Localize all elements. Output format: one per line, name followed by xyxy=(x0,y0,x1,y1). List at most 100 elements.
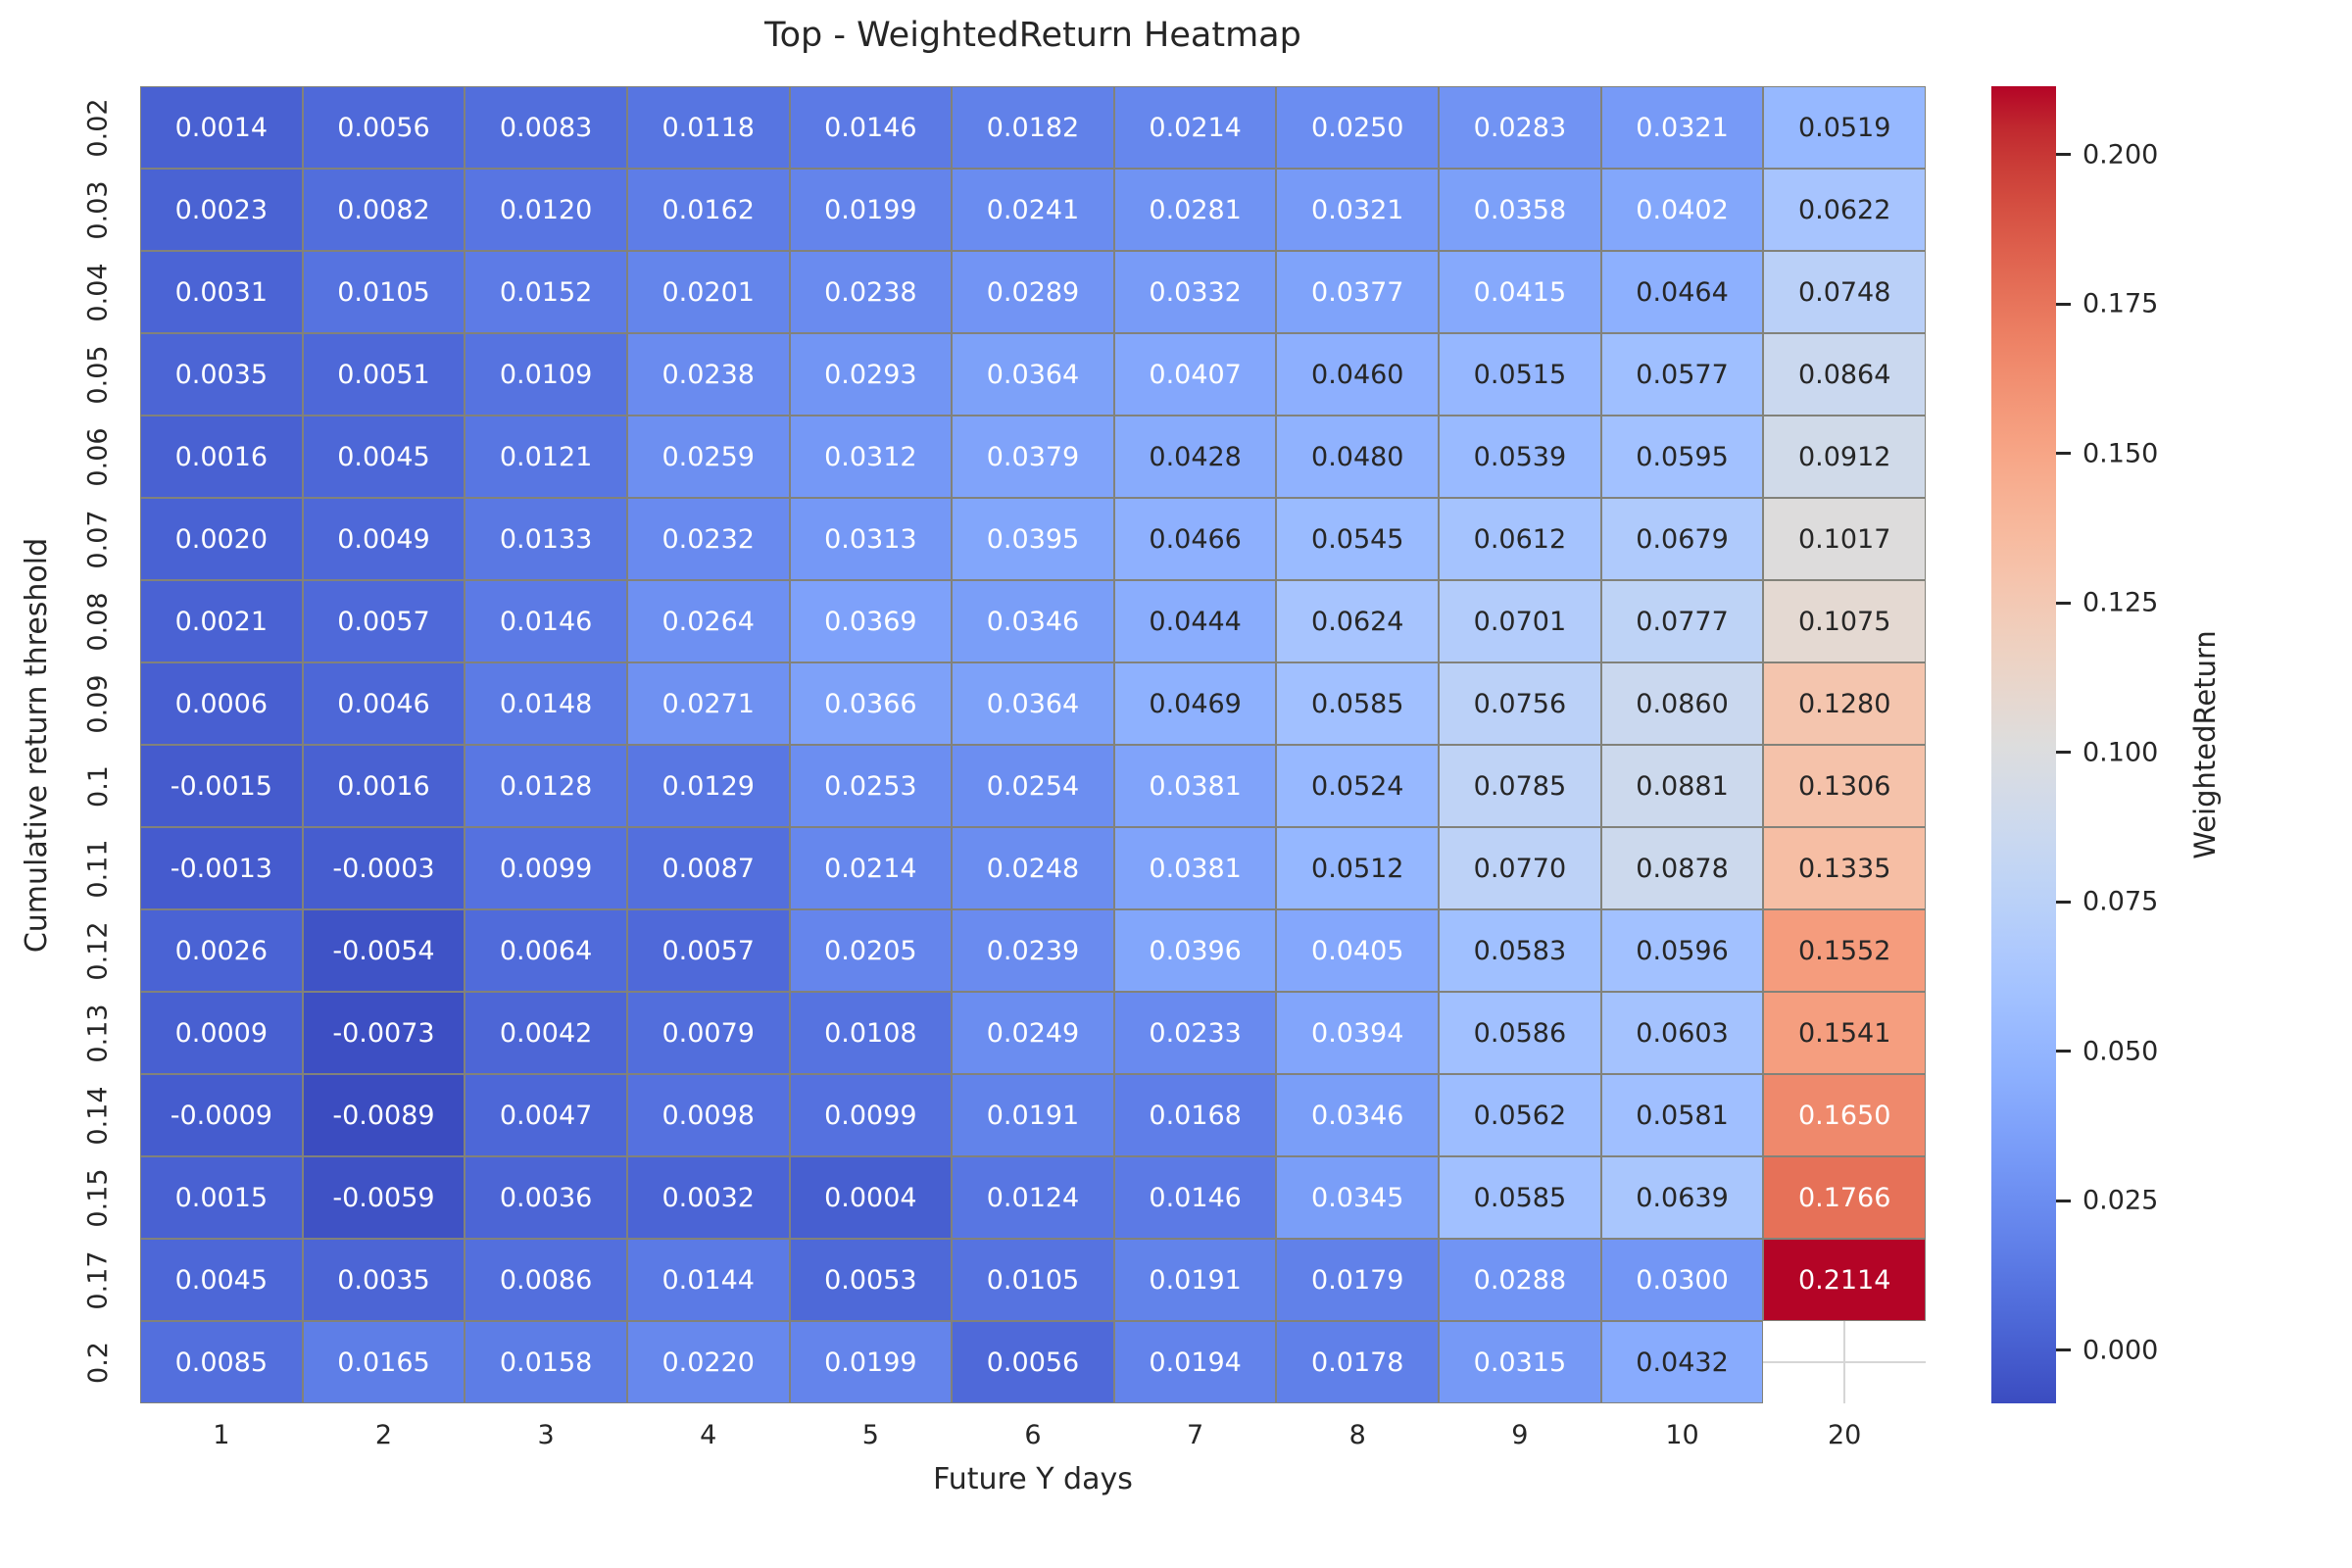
heatmap-cell: 0.0577 xyxy=(1600,333,1764,416)
heatmap-cell: 0.0345 xyxy=(1276,1156,1440,1239)
heatmap-cell: 0.0214 xyxy=(789,827,953,909)
heatmap-cell: 0.0053 xyxy=(789,1239,953,1321)
heatmap-cell: 0.0121 xyxy=(465,416,627,498)
x-axis-ticks: 1 2 3 4 5 6 7 8 9 10 20 xyxy=(140,1417,1926,1452)
heatmap-cell: -0.0054 xyxy=(302,909,466,992)
colorbar-tick-mark xyxy=(2056,452,2071,456)
heatmap-cell: 0.0428 xyxy=(1113,416,1277,498)
heatmap-cell: 0.0515 xyxy=(1439,333,1601,416)
colorbar-tick-mark xyxy=(2056,1348,2071,1352)
heatmap-cell: 0.0432 xyxy=(1600,1321,1764,1403)
heatmap-cell: 0.0524 xyxy=(1276,745,1440,827)
heatmap-cell: 0.0098 xyxy=(626,1074,790,1156)
heatmap-grid: 0.0014 0.0056 0.0083 0.0118 0.0146 0.0182 0.02… xyxy=(140,86,1926,1403)
x-tick-label: 20 xyxy=(1827,1419,1862,1450)
heatmap-cell: 0.0366 xyxy=(789,662,953,745)
heatmap-cell: 0.0288 xyxy=(1439,1239,1601,1321)
heatmap-cell: 0.0466 xyxy=(1113,498,1277,580)
heatmap-cell: 0.0057 xyxy=(302,580,466,662)
heatmap-cell: 0.0878 xyxy=(1600,827,1764,909)
heatmap-cell: 0.0881 xyxy=(1600,745,1764,827)
heatmap-cell: 0.0756 xyxy=(1439,662,1601,745)
heatmap-cell: 0.0639 xyxy=(1600,1156,1764,1239)
heatmap-cell: 0.1280 xyxy=(1763,662,1926,745)
heatmap-cell: 0.0259 xyxy=(626,416,790,498)
heatmap-cell: 0.0238 xyxy=(626,333,790,416)
colorbar-tick-label: 0.025 xyxy=(2082,1185,2159,1216)
heatmap-cell: 0.0032 xyxy=(626,1156,790,1239)
x-tick-label: 10 xyxy=(1665,1419,1699,1450)
heatmap-cell: 0.0178 xyxy=(1276,1321,1440,1403)
heatmap-cell: -0.0089 xyxy=(302,1074,466,1156)
colorbar-label: WeightedReturn xyxy=(2188,630,2223,859)
heatmap-cell: 0.0770 xyxy=(1439,827,1601,909)
heatmap-cell: 0.0120 xyxy=(465,169,627,251)
heatmap-cell: 0.0444 xyxy=(1113,580,1277,662)
heatmap-cell: 0.0624 xyxy=(1276,580,1440,662)
x-tick-label: 7 xyxy=(1187,1419,1204,1450)
heatmap-cell: 0.0006 xyxy=(140,662,303,745)
colorbar-tick-label: 0.075 xyxy=(2082,886,2159,917)
colorbar-tick-mark xyxy=(2056,153,2071,157)
heatmap-cell-missing xyxy=(1763,1321,1926,1403)
colorbar-ticks: 0.000 0.025 0.050 0.075 0.100 0.125 0.150 0.175… xyxy=(2056,86,2272,1403)
y-tick-label: 0.15 xyxy=(82,1167,114,1228)
heatmap-cell: 0.0035 xyxy=(302,1239,466,1321)
x-tick-label: 2 xyxy=(374,1419,393,1450)
heatmap-cell: 0.0168 xyxy=(1113,1074,1277,1156)
heatmap-cell: 0.0358 xyxy=(1439,169,1601,251)
heatmap-cell: 0.0748 xyxy=(1763,251,1926,333)
colorbar xyxy=(1991,86,2056,1403)
heatmap-cell: 0.0250 xyxy=(1276,86,1440,169)
colorbar-tick-label: 0.150 xyxy=(2082,438,2159,469)
heatmap-cell: 0.0785 xyxy=(1439,745,1601,827)
heatmap-cell: 0.0045 xyxy=(140,1239,303,1321)
heatmap-cell: 0.0051 xyxy=(302,333,466,416)
heatmap-cell: 0.0369 xyxy=(789,580,953,662)
heatmap-cell: 0.0253 xyxy=(789,745,953,827)
heatmap-cell: 0.0099 xyxy=(465,827,627,909)
heatmap-cell: 0.0085 xyxy=(140,1321,303,1403)
heatmap-cell: 0.0049 xyxy=(302,498,466,580)
x-tick-label: 4 xyxy=(700,1419,717,1450)
heatmap-cell: 0.0480 xyxy=(1276,416,1440,498)
heatmap-cell: 0.0162 xyxy=(626,169,790,251)
heatmap-cell: 0.0586 xyxy=(1439,992,1601,1074)
heatmap-cell: 0.0293 xyxy=(789,333,953,416)
heatmap-cell: 0.0233 xyxy=(1113,992,1277,1074)
heatmap-cell: 0.0313 xyxy=(789,498,953,580)
colorbar-tick-mark xyxy=(2056,1199,2071,1202)
y-tick-label: 0.17 xyxy=(82,1250,114,1310)
heatmap-cell: 0.0321 xyxy=(1276,169,1440,251)
heatmap-cell: 0.0165 xyxy=(302,1321,466,1403)
y-tick-label: 0.05 xyxy=(82,344,114,405)
heatmap-cell: 0.0133 xyxy=(465,498,627,580)
heatmap-cell: 0.0460 xyxy=(1276,333,1440,416)
heatmap-cell: 0.0083 xyxy=(465,86,627,169)
heatmap-cell: 0.2114 xyxy=(1763,1239,1926,1321)
y-axis-label-container: Cumulative return threshold xyxy=(6,86,69,1403)
colorbar-tick-mark xyxy=(2056,302,2071,306)
heatmap-cell: 0.0004 xyxy=(789,1156,953,1239)
heatmap-cell: 0.0379 xyxy=(952,416,1114,498)
heatmap-cell: 0.0241 xyxy=(952,169,1114,251)
heatmap-cell: 0.0545 xyxy=(1276,498,1440,580)
heatmap-cell: 0.0860 xyxy=(1600,662,1764,745)
heatmap-cell: 0.0239 xyxy=(952,909,1114,992)
heatmap-cell: 0.0238 xyxy=(789,251,953,333)
heatmap-cell: 0.0364 xyxy=(952,333,1114,416)
heatmap-cell: 0.0199 xyxy=(789,1321,953,1403)
heatmap-cell: 0.0679 xyxy=(1600,498,1764,580)
chart-title: Top - WeightedReturn Heatmap xyxy=(764,16,1301,55)
heatmap-cell: 0.0035 xyxy=(140,333,303,416)
heatmap-cell: 0.0152 xyxy=(465,251,627,333)
heatmap-cell: 0.0701 xyxy=(1439,580,1601,662)
heatmap-cell: 0.0249 xyxy=(952,992,1114,1074)
x-axis-label: Future Y days xyxy=(933,1462,1133,1496)
heatmap-cell: 0.0777 xyxy=(1600,580,1764,662)
heatmap-cell: 0.0585 xyxy=(1276,662,1440,745)
heatmap-cell: -0.0015 xyxy=(140,745,303,827)
colorbar-tick-mark xyxy=(2056,900,2071,904)
x-tick-label: 6 xyxy=(1024,1419,1042,1450)
heatmap-cell: 0.0464 xyxy=(1600,251,1764,333)
